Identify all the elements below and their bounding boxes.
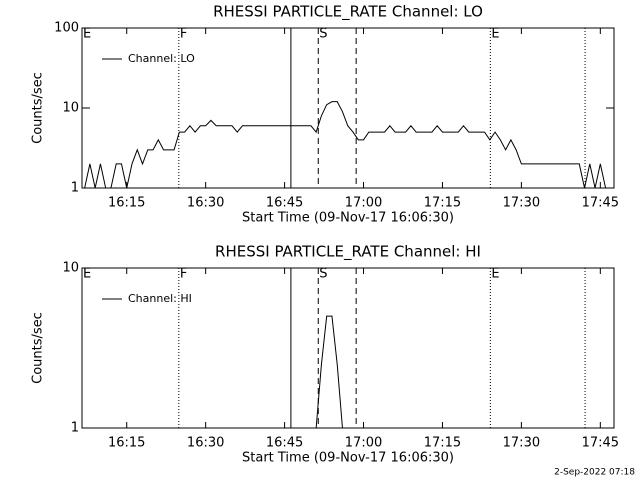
x-tick-label: 17:00 bbox=[345, 436, 382, 451]
x-tick-label: 17:15 bbox=[424, 196, 461, 211]
footer: 2-Sep-2022 07:18 bbox=[554, 468, 635, 478]
y-tick-label: 100 bbox=[54, 21, 79, 36]
y-tick-label: 10 bbox=[62, 101, 79, 116]
event-label: S bbox=[319, 27, 327, 42]
y-tick-label: 10 bbox=[62, 261, 79, 276]
event-label: F bbox=[180, 267, 187, 282]
x-tick-label: 17:30 bbox=[503, 436, 540, 451]
x-tick-label: 16:15 bbox=[108, 196, 145, 211]
event-label: E bbox=[491, 267, 499, 282]
legend-label: Channel: LO bbox=[128, 52, 195, 65]
event-label: E bbox=[83, 267, 91, 282]
x-tick-label: 16:15 bbox=[108, 436, 145, 451]
event-label: S bbox=[319, 267, 327, 282]
x-tick-label: 16:45 bbox=[266, 436, 303, 451]
x-tick-label: 16:30 bbox=[187, 196, 224, 211]
x-axis-label: Start Time (09-Nov-17 16:06:30) bbox=[242, 211, 454, 226]
y-tick-label: 1 bbox=[71, 181, 79, 196]
x-axis-label: Start Time (09-Nov-17 16:06:30) bbox=[242, 451, 454, 466]
x-tick-label: 17:00 bbox=[345, 196, 382, 211]
chart-title: RHESSI PARTICLE_RATE Channel: HI bbox=[215, 243, 481, 262]
x-tick-label: 16:30 bbox=[187, 436, 224, 451]
plot-frame bbox=[81, 267, 615, 429]
x-tick-label: 16:45 bbox=[266, 196, 303, 211]
x-tick-label: 17:15 bbox=[424, 436, 461, 451]
event-label: F bbox=[180, 27, 187, 42]
data-line bbox=[84, 101, 611, 188]
event-label: E bbox=[83, 27, 91, 42]
y-tick-label: 1 bbox=[71, 421, 79, 436]
x-tick-label: 17:45 bbox=[582, 196, 619, 211]
x-tick-label: 17:45 bbox=[582, 436, 619, 451]
chart-title: RHESSI PARTICLE_RATE Channel: LO bbox=[213, 3, 483, 22]
legend-label: Channel: HI bbox=[128, 292, 192, 305]
data-line bbox=[315, 315, 343, 428]
x-tick-label: 17:30 bbox=[503, 196, 540, 211]
y-axis-label: Counts/sec bbox=[31, 72, 46, 144]
event-label: E bbox=[491, 27, 499, 42]
y-axis-label: Counts/sec bbox=[31, 312, 46, 384]
